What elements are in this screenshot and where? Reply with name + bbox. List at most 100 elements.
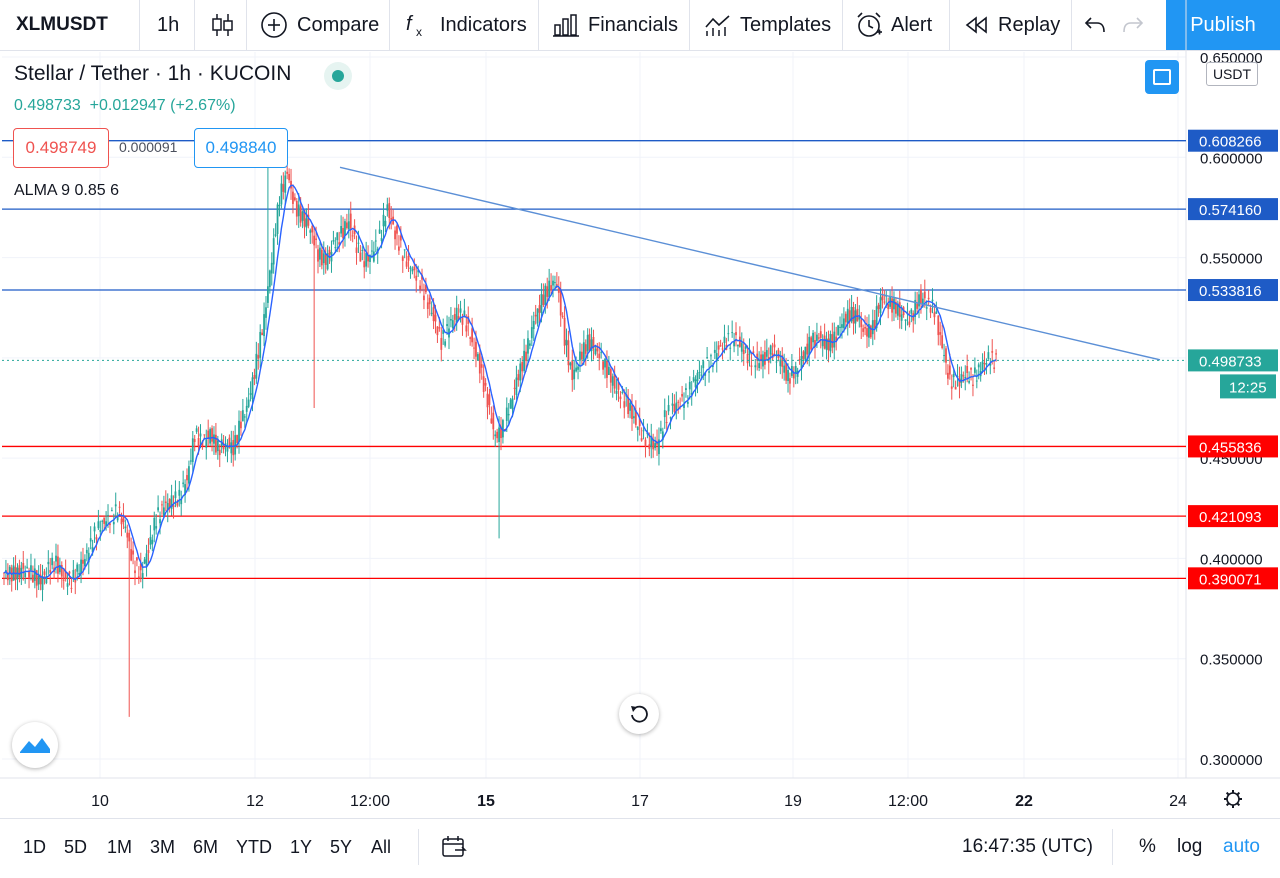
- candle-body: [893, 298, 895, 310]
- compare-button[interactable]: Compare: [259, 0, 379, 50]
- undo-button[interactable]: [1083, 0, 1107, 50]
- candle-body: [704, 372, 707, 376]
- candle-body: [515, 377, 518, 395]
- candle-body: [748, 350, 751, 355]
- candle-body: [817, 337, 820, 339]
- candle-body: [126, 532, 129, 538]
- tradingview-logo[interactable]: [12, 722, 58, 768]
- replay-button[interactable]: Replay: [965, 0, 1060, 50]
- indicators-button[interactable]: f x Indicators: [404, 0, 527, 50]
- auto-scale-toggle[interactable]: auto: [1223, 836, 1260, 857]
- price-tick-label: 0.600000: [1200, 150, 1263, 167]
- candle-body: [195, 428, 198, 432]
- financials-button[interactable]: Financials: [553, 0, 678, 50]
- range-1m[interactable]: 1M: [107, 836, 133, 857]
- candle-body: [962, 375, 965, 377]
- candle-body: [609, 369, 612, 383]
- candle-body: [968, 380, 971, 383]
- utc-clock[interactable]: 16:47:35 (UTC): [962, 836, 1093, 857]
- chart-type-button[interactable]: [210, 0, 234, 50]
- reset-chart-button[interactable]: [619, 694, 659, 734]
- candle-body: [365, 253, 368, 267]
- candle-body: [667, 405, 670, 412]
- candle-body: [950, 386, 953, 389]
- goto-date-button[interactable]: [441, 819, 467, 875]
- symbol-search-button[interactable]: XLMUSDT: [16, 14, 108, 35]
- candle-body: [143, 559, 146, 564]
- alert-button[interactable]: Alert: [855, 0, 932, 50]
- candle-body: [908, 321, 911, 325]
- candle-body: [49, 569, 52, 573]
- candle-body: [313, 235, 316, 246]
- candle-body: [188, 466, 190, 484]
- candle-body: [935, 311, 938, 314]
- candle-body: [800, 356, 803, 369]
- range-1d[interactable]: 1D: [23, 836, 47, 857]
- candle-body: [806, 343, 809, 355]
- candle-body: [652, 438, 655, 450]
- indicator-legend[interactable]: ALMA 9 0.85 6: [14, 182, 119, 199]
- range-5y[interactable]: 5Y: [330, 836, 353, 857]
- time-tick-label: 19: [784, 793, 802, 810]
- range-6m[interactable]: 6M: [193, 836, 219, 857]
- logo-icon: [20, 738, 50, 753]
- candle-body: [164, 501, 167, 504]
- candle-body: [700, 374, 703, 376]
- candle-body: [24, 572, 27, 578]
- candle-body: [954, 386, 957, 390]
- candle-body: [243, 416, 246, 418]
- candle-body: [89, 538, 92, 542]
- range-5d[interactable]: 5D: [64, 836, 88, 857]
- candle-body: [6, 574, 9, 581]
- candle-body: [823, 335, 826, 349]
- bottom-toolbar: 1D 5D 1M 3M 6M YTD 1Y 5Y All 16:47:35 (UTC) % lo…: [0, 818, 1280, 875]
- candle-body: [207, 430, 210, 438]
- fullscreen-icon[interactable]: [1145, 60, 1179, 94]
- log-scale-toggle[interactable]: log: [1177, 836, 1203, 857]
- candle-body: [577, 366, 579, 370]
- candle-body: [361, 249, 364, 251]
- candle-body: [344, 221, 346, 236]
- candle-body: [109, 523, 111, 526]
- candle-body: [76, 564, 79, 572]
- interval-button[interactable]: 1h: [157, 13, 180, 36]
- candle-body: [654, 443, 657, 448]
- calendar-icon: [442, 836, 467, 857]
- sell-button[interactable]: 0.498749: [13, 128, 109, 168]
- range-3m[interactable]: 3M: [150, 836, 176, 857]
- candle-body: [305, 218, 308, 228]
- legend-title: Stellar / Tether · 1h · KUCOIN: [14, 62, 292, 85]
- time-tick-label: 12:00: [888, 793, 928, 810]
- level-price-badge: [1188, 567, 1278, 590]
- percent-scale-toggle[interactable]: %: [1139, 836, 1156, 857]
- range-1y[interactable]: 1Y: [290, 836, 313, 857]
- templates-button[interactable]: Templates: [704, 0, 831, 50]
- publish-button[interactable]: Publish: [1166, 0, 1280, 50]
- market-status-icon[interactable]: [324, 62, 352, 90]
- candle-body: [45, 575, 48, 584]
- candle-body: [841, 324, 843, 328]
- candle-body: [640, 438, 643, 441]
- candle-body: [941, 335, 944, 349]
- candle-body: [677, 401, 680, 403]
- currency-badge[interactable]: USDT: [1206, 62, 1258, 86]
- candle-body: [84, 559, 86, 567]
- candle-body: [702, 361, 705, 369]
- candle-body: [384, 220, 387, 227]
- candle-body: [342, 227, 344, 239]
- range-all[interactable]: All: [371, 836, 392, 857]
- buy-button[interactable]: 0.498840: [194, 128, 288, 168]
- candle-body: [170, 495, 173, 509]
- redo-button[interactable]: [1121, 0, 1145, 50]
- candle-body: [293, 197, 296, 201]
- candle-body: [41, 576, 44, 590]
- candle-body: [706, 357, 709, 359]
- candle-body: [991, 351, 994, 353]
- candle-body: [292, 191, 294, 204]
- trend-line[interactable]: [339, 166, 1161, 361]
- candle-body: [517, 374, 520, 381]
- settings-gear-icon[interactable]: [1224, 790, 1242, 808]
- range-ytd[interactable]: YTD: [236, 836, 272, 857]
- candle-body: [993, 367, 996, 369]
